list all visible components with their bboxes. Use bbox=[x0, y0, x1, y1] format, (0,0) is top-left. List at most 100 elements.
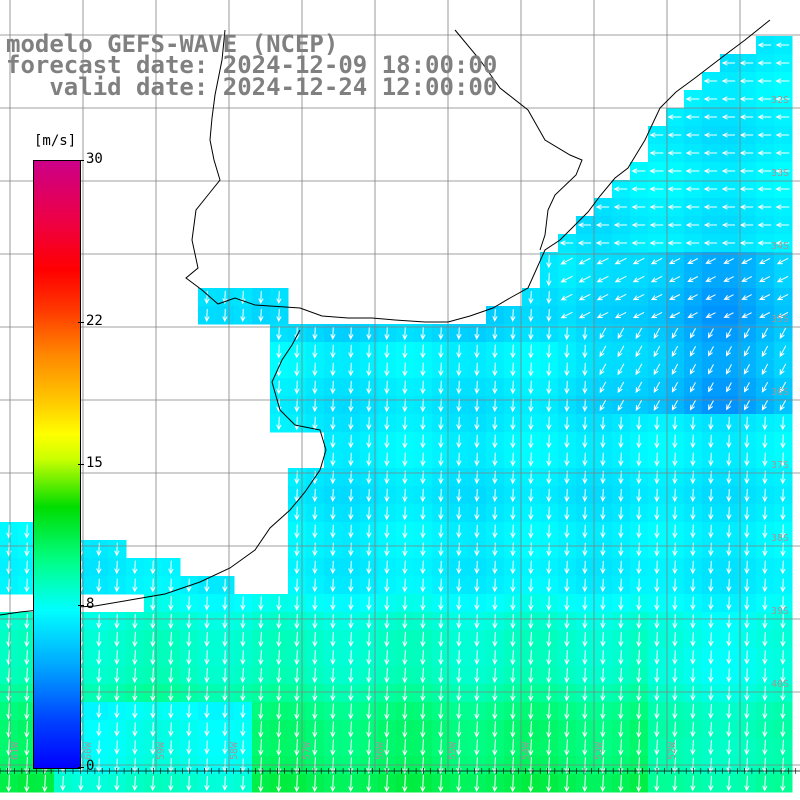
wind-arrow bbox=[578, 257, 591, 265]
wind-arrow bbox=[420, 326, 426, 341]
wind-arrow bbox=[492, 416, 498, 431]
wind-arrow bbox=[276, 362, 282, 377]
wind-arrow bbox=[564, 506, 570, 521]
wind-arrow bbox=[438, 596, 444, 611]
wind-arrow bbox=[366, 739, 372, 756]
wind-arrow bbox=[546, 290, 552, 305]
wind-arrow bbox=[348, 668, 354, 684]
wind-arrow bbox=[204, 578, 210, 593]
wind-arrow bbox=[492, 560, 498, 575]
wind-arrow bbox=[114, 542, 120, 557]
wind-arrow bbox=[776, 257, 789, 265]
wind-arrow bbox=[685, 222, 700, 228]
wind-arrow bbox=[528, 613, 534, 630]
wind-arrow bbox=[510, 506, 516, 521]
wind-arrow bbox=[744, 668, 750, 683]
wind-arrow bbox=[114, 740, 120, 755]
wind-arrow bbox=[132, 614, 138, 630]
wind-arrow bbox=[546, 344, 552, 359]
wind-arrow bbox=[775, 168, 790, 174]
wind-arrow bbox=[402, 739, 408, 757]
wind-arrow bbox=[456, 650, 462, 666]
wind-arrow bbox=[582, 703, 588, 720]
wind-arrow bbox=[744, 542, 750, 557]
wind-arrow bbox=[276, 596, 282, 611]
wind-arrow bbox=[636, 649, 642, 666]
wind-arrow bbox=[456, 452, 462, 467]
wind-arrow bbox=[775, 222, 790, 228]
wind-arrow bbox=[330, 685, 336, 702]
wind-arrow bbox=[474, 703, 480, 720]
wind-arrow bbox=[779, 327, 787, 340]
wind-arrow bbox=[758, 275, 771, 283]
wind-arrow bbox=[528, 452, 534, 467]
wind-arrow bbox=[775, 132, 790, 138]
wind-arrow bbox=[703, 96, 718, 102]
wind-arrow bbox=[402, 703, 408, 720]
wind-arrow bbox=[690, 775, 696, 792]
wind-arrow bbox=[330, 416, 336, 431]
wind-arrow bbox=[312, 488, 318, 503]
wind-arrow bbox=[596, 311, 609, 319]
wind-arrow bbox=[653, 345, 661, 358]
wind-arrow bbox=[600, 578, 606, 593]
wind-arrow bbox=[510, 703, 516, 720]
wind-arrow bbox=[703, 222, 717, 228]
wind-arrow bbox=[726, 434, 732, 449]
wind-arrow bbox=[744, 524, 750, 539]
wind-arrow bbox=[150, 631, 156, 648]
wind-arrow bbox=[672, 488, 678, 503]
wind-arrow bbox=[618, 578, 624, 593]
wind-arrow bbox=[672, 721, 678, 738]
wind-arrow bbox=[671, 381, 679, 393]
wind-arrow bbox=[636, 416, 642, 431]
wind-arrow bbox=[204, 704, 210, 719]
wind-arrow bbox=[780, 560, 786, 575]
wind-arrow bbox=[24, 524, 30, 539]
wind-arrow bbox=[348, 614, 354, 629]
longitude-label: 55W bbox=[448, 741, 459, 760]
wind-arrow bbox=[636, 524, 642, 539]
wind-arrow bbox=[635, 381, 643, 394]
wind-arrow bbox=[294, 362, 300, 377]
wind-arrow bbox=[438, 578, 444, 593]
wind-arrow bbox=[366, 344, 372, 359]
wind-arrow bbox=[564, 578, 570, 593]
wind-arrow bbox=[618, 560, 624, 575]
wind-arrow bbox=[510, 524, 516, 539]
wind-arrow bbox=[546, 685, 552, 702]
wind-arrow bbox=[744, 686, 750, 701]
wind-arrow bbox=[96, 722, 102, 737]
wind-arrow bbox=[438, 542, 444, 557]
wind-arrow bbox=[384, 667, 390, 684]
wind-arrow bbox=[258, 721, 264, 738]
wind-arrow bbox=[528, 649, 534, 666]
wind-arrow bbox=[546, 326, 552, 341]
wind-arrow bbox=[492, 542, 498, 557]
wind-arrow bbox=[744, 775, 750, 792]
wind-arrow bbox=[384, 416, 390, 431]
wind-arrow bbox=[294, 774, 300, 793]
wind-arrow bbox=[132, 775, 138, 792]
wind-arrow bbox=[186, 649, 192, 666]
wind-arrow bbox=[384, 631, 390, 648]
wind-arrow bbox=[689, 345, 697, 357]
wind-arrow bbox=[636, 560, 642, 575]
wind-arrow bbox=[312, 614, 318, 630]
wind-arrow bbox=[420, 685, 426, 702]
wind-arrow bbox=[24, 578, 30, 593]
wind-arrow bbox=[739, 168, 754, 174]
wind-arrow bbox=[492, 596, 498, 611]
wind-arrow bbox=[258, 614, 264, 630]
wind-arrow bbox=[510, 774, 516, 793]
wind-arrow bbox=[402, 578, 408, 593]
wind-arrow bbox=[438, 774, 444, 793]
wind-arrow bbox=[687, 276, 699, 283]
wind-arrow bbox=[366, 506, 372, 521]
wind-arrow bbox=[636, 685, 642, 702]
longitude-label: 59W bbox=[156, 741, 167, 760]
wind-arrow bbox=[761, 327, 769, 339]
wind-arrow bbox=[649, 150, 664, 156]
latitude-label: 40S bbox=[771, 679, 789, 690]
wind-arrow bbox=[672, 685, 678, 702]
